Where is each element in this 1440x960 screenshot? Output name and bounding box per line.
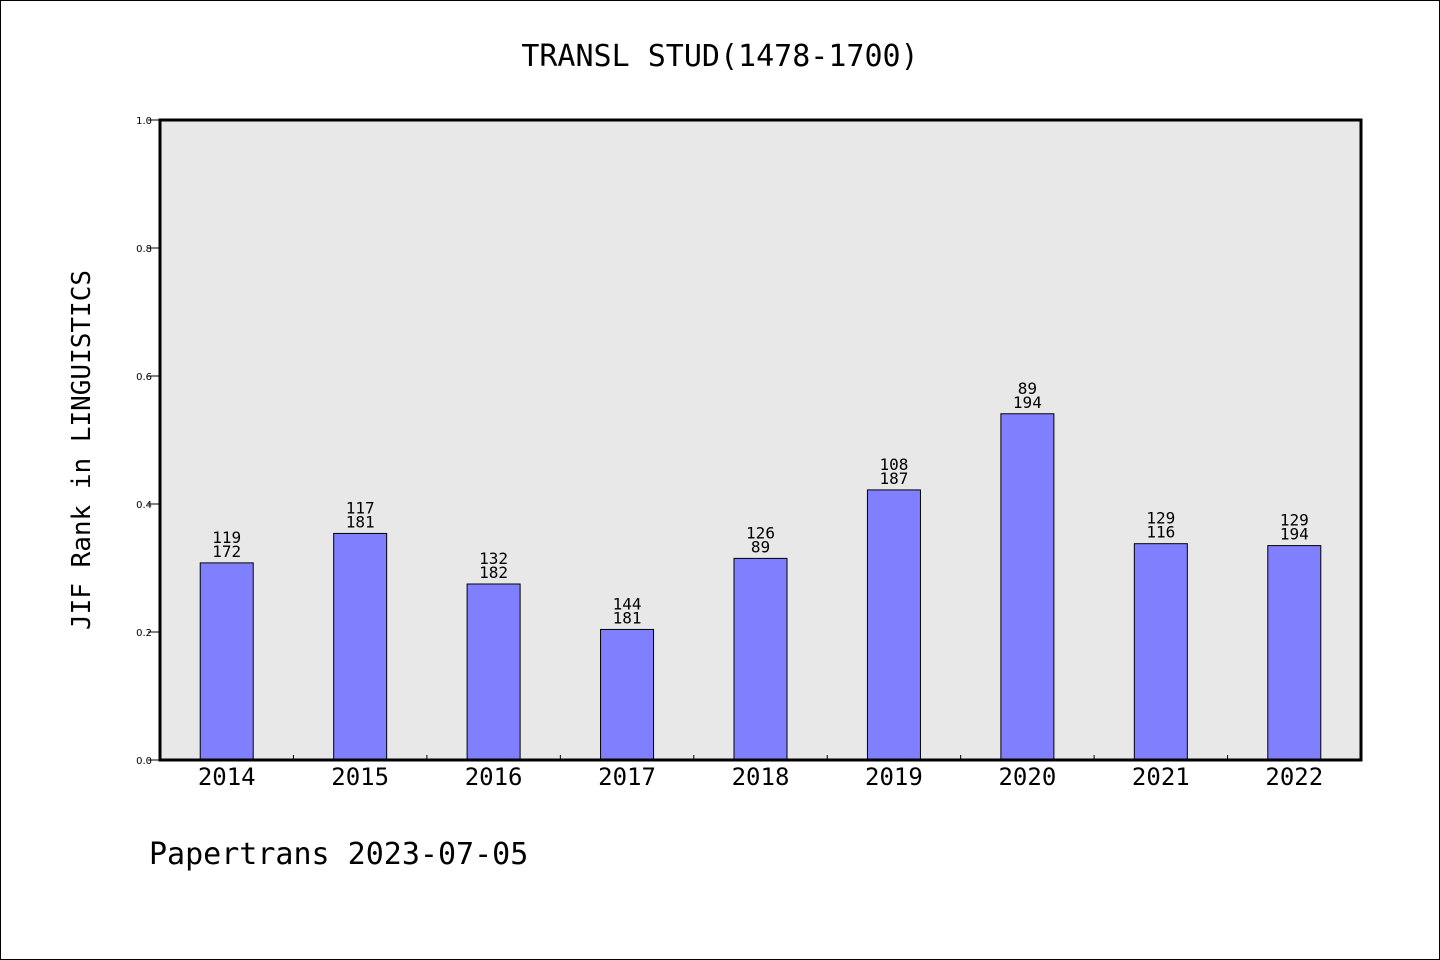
bar-2014: [199, 562, 254, 761]
x-tick-label-2017: 2017: [598, 763, 656, 791]
bar-2018: [733, 557, 788, 761]
x-tick-label-2022: 2022: [1265, 763, 1323, 791]
y-tick-label-0.2: 0.2: [136, 628, 152, 639]
bar-2019: [866, 489, 921, 761]
data-label-2014-1: 119: [212, 528, 241, 547]
bar-2022: [1267, 545, 1322, 761]
data-label-2021-1: 129: [1146, 509, 1175, 528]
x-tick-label-2021: 2021: [1132, 763, 1190, 791]
data-label-2019-1: 108: [879, 455, 908, 474]
data-label-2022-1: 129: [1280, 511, 1309, 530]
bar-2020: [1000, 413, 1055, 761]
data-label-2022-2: 194: [1280, 525, 1309, 544]
data-label-2018-2: 89: [751, 537, 770, 556]
bar-2016: [466, 583, 521, 761]
footer-credit: Papertrans 2023-07-05: [149, 837, 528, 872]
bar-2021: [1133, 543, 1188, 761]
x-tick-label-2015: 2015: [331, 763, 389, 791]
y-tick-label-1.0: 1.0: [136, 116, 152, 127]
y-axis: 0.0 0.2 0.4 0.6 0.8 1.0: [136, 116, 160, 767]
x-axis: 2014 2015 2016 2017 2018 2019 2020 2021 2022: [198, 755, 1323, 791]
bars-group: [199, 413, 1322, 761]
data-label-2015-2: 181: [346, 512, 375, 531]
y-tick-label-0.0: 0.0: [136, 756, 152, 767]
plot-frame: [158, 118, 1363, 762]
x-tick-label-2020: 2020: [998, 763, 1056, 791]
x-tick-label-2014: 2014: [198, 763, 256, 791]
bar-2017: [600, 628, 655, 761]
data-label-2017-2: 181: [613, 608, 642, 627]
data-labels-group: 1191721171811321821441811268910818789194…: [212, 379, 1308, 628]
y-tick-label-0.6: 0.6: [136, 372, 152, 383]
data-label-2017-1: 144: [613, 594, 642, 613]
y-axis-label: JIF Rank in LINGUISTICS: [67, 270, 97, 630]
data-label-2016-2: 182: [479, 563, 508, 582]
data-label-2020-2: 194: [1013, 393, 1042, 412]
x-tick-label-2019: 2019: [865, 763, 923, 791]
data-label-2018-1: 126: [746, 523, 775, 542]
data-label-2021-2: 116: [1146, 523, 1175, 542]
x-tick-label-2018: 2018: [732, 763, 790, 791]
data-label-2014-2: 172: [212, 542, 241, 561]
chart-title: TRANSL STUD(1478-1700): [521, 39, 918, 74]
y-tick-label-0.8: 0.8: [136, 244, 152, 255]
data-label-2016-1: 132: [479, 549, 508, 568]
data-label-2015-1: 117: [346, 498, 375, 517]
x-tick-label-2016: 2016: [465, 763, 523, 791]
y-tick-label-0.4: 0.4: [136, 500, 152, 511]
data-label-2020-1: 89: [1018, 379, 1037, 398]
bar-2015: [333, 532, 388, 761]
data-label-2019-2: 187: [879, 469, 908, 488]
